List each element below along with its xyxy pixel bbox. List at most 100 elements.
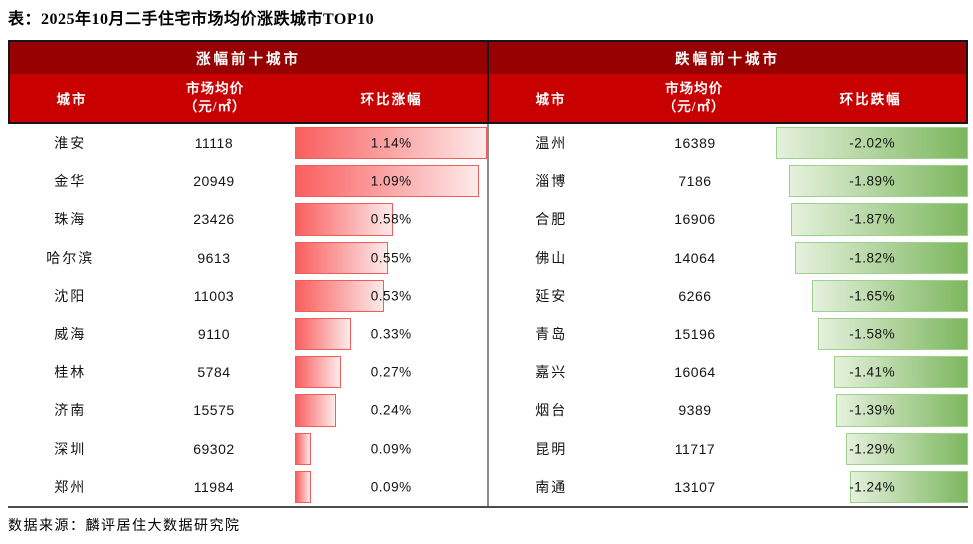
up-avg-price: 9613 [197,249,231,266]
up-price-col-header: 市场均价 （元/㎡） [134,74,296,122]
down-avg-price: 16064 [674,364,716,381]
down-price-col-line2: （元/㎡） [662,99,726,114]
up-price-col-line2: （元/㎡） [183,99,247,114]
table-body: 淮安 11118 1.14% 温州 16389 -2.02% 金华 20949 1.09% 淄博 7… [8,124,968,508]
up-column-headers: 城市 市场均价 （元/㎡） 环比涨幅 [10,74,487,122]
down-pct-bar-cell: -1.24% [776,468,968,506]
row-half-down: 合肥 16906 -1.87% [489,200,968,238]
down-pct-bar-cell: -1.29% [776,430,968,468]
up-city-name: 淮安 [54,137,87,153]
row-half-down: 昆明 11717 -1.29% [489,430,968,468]
body-center-divider [487,353,489,392]
down-pct-label: -1.82% [849,250,896,266]
up-avg-price: 11984 [193,478,235,495]
down-pct-label: -1.87% [849,211,896,227]
up-city-name: 济南 [54,404,87,420]
up-pct-label: 0.53% [370,288,412,304]
up-pct-bar [295,165,479,198]
up-pct-bar [295,241,388,274]
down-avg-price: 7186 [678,173,712,190]
down-avg-price: 14064 [674,249,716,266]
row-half-up: 淮安 11118 1.14% [8,124,487,162]
down-pct-col-header: 环比跌幅 [839,92,902,107]
body-center-divider [487,276,489,315]
down-price-col-header: 市场均价 （元/㎡） [613,74,775,122]
up-pct-bar [295,432,311,465]
down-city-name: 温州 [535,137,568,153]
up-avg-price: 11003 [193,287,235,304]
body-center-divider [487,200,489,239]
down-avg-price: 16906 [674,211,716,228]
down-pct-bar [818,317,968,351]
down-pct-bar-cell: -1.89% [776,162,968,200]
up-pct-label: 0.58% [370,211,412,227]
down-avg-price: 11717 [674,440,716,457]
row-half-up: 郑州 11984 0.09% [8,468,487,506]
down-pct-label: -1.58% [849,326,896,342]
row-half-up: 哈尔滨 9613 0.55% [8,239,487,277]
up-avg-price: 15575 [193,402,235,419]
down-city-name: 烟台 [535,404,568,420]
header-center-divider [487,42,489,74]
down-city-name: 合肥 [535,213,568,229]
data-source: 数据来源：麟评居住大数据研究院 [8,519,241,534]
up-avg-price: 69302 [193,440,235,457]
table-row: 深圳 69302 0.09% 昆明 11717 -1.29% [8,429,968,468]
up-avg-price: 20949 [193,173,235,190]
row-half-up: 桂林 5784 0.27% [8,353,487,391]
down-pct-bar-cell: -2.02% [776,124,968,162]
down-pct-bar-cell: -1.87% [776,200,968,238]
down-pct-bar [850,470,968,503]
up-pct-label: 0.55% [370,250,412,266]
up-city-name: 哈尔滨 [46,251,95,267]
down-avg-price: 15196 [674,326,716,343]
up-pct-bar-cell: 0.24% [295,391,487,429]
up-pct-bar-cell: 0.27% [295,353,487,391]
up-pct-bar [295,356,341,389]
row-half-up: 深圳 69302 0.09% [8,430,487,468]
down-city-name: 青岛 [535,328,568,344]
row-half-down: 南通 13107 -1.24% [489,468,968,506]
down-city-name: 嘉兴 [535,366,568,382]
up-pct-bar-cell: 0.09% [295,468,487,506]
down-pct-label: -1.41% [849,364,896,380]
up-pct-label: 1.14% [370,135,412,151]
up-pct-bar [295,203,393,236]
up-city-name: 郑州 [54,480,87,496]
down-avg-price: 9389 [678,402,712,419]
down-price-col-line1: 市场均价 [665,81,724,97]
column-header-row: 城市 市场均价 （元/㎡） 环比涨幅 城市 市场均价 （元/㎡） 环比跌幅 [8,74,968,124]
up-pct-label: 0.33% [370,326,412,342]
up-city-name: 金华 [54,175,87,191]
down-pct-label: -1.39% [849,402,896,418]
up-pct-label: 0.24% [370,402,412,418]
up-city-name: 深圳 [54,442,87,458]
up-pct-bar-cell: 1.09% [295,162,487,200]
down-pct-bar-cell: -1.39% [776,391,968,429]
up-city-col-header: 城市 [56,92,88,107]
up-avg-price: 23426 [193,211,235,228]
table-row: 淮安 11118 1.14% 温州 16389 -2.02% [8,124,968,163]
down-avg-price: 6266 [678,287,712,304]
row-half-down: 青岛 15196 -1.58% [489,315,968,353]
body-center-divider [487,314,489,354]
table-row: 沈阳 11003 0.53% 延安 6266 -1.65% [8,276,968,315]
up-pct-bar [295,470,311,503]
up-city-name: 桂林 [54,366,87,382]
table-title: 表：2025年10月二手住宅市场均价涨跌城市TOP10 [8,11,375,28]
down-pct-bar [795,241,968,274]
up-pct-label: 0.27% [370,364,412,380]
table-row: 威海 9110 0.33% 青岛 15196 -1.58% [8,314,968,354]
up-city-name: 威海 [54,328,87,344]
up-city-name: 沈阳 [54,289,87,305]
down-pct-bar [836,394,968,427]
up-city-name: 珠海 [54,213,87,229]
table-row: 济南 15575 0.24% 烟台 9389 -1.39% [8,391,968,430]
down-pct-bar [788,165,968,198]
down-pct-bar-cell: -1.82% [776,239,968,277]
up-pct-bar [295,317,351,351]
down-pct-label: -1.89% [849,173,896,189]
down-avg-price: 13107 [674,478,716,495]
down-pct-label: -2.02% [849,135,896,151]
